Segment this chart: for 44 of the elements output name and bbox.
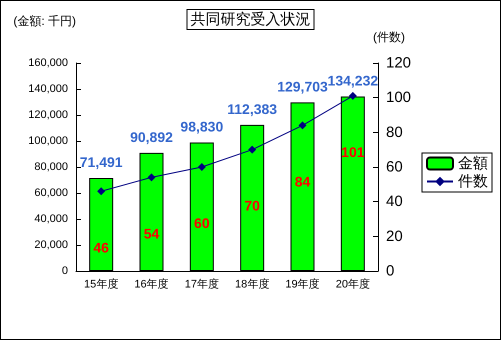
data-label: 54 <box>144 225 160 242</box>
point <box>248 146 256 154</box>
point <box>148 173 156 182</box>
x-tick-label: 15年度 <box>84 278 118 290</box>
legend-label: 件数 <box>458 173 488 190</box>
legend-label: 金額 <box>458 155 488 172</box>
x-tick-label: 16年度 <box>134 278 169 290</box>
x-tick-label: 19年度 <box>285 278 320 290</box>
point <box>198 163 206 171</box>
point <box>298 121 306 130</box>
y-tick-label: 120,000 <box>28 109 68 121</box>
data-label: 112,383 <box>227 100 278 117</box>
y-tick-label: 0 <box>62 265 68 277</box>
y-tick-label: 60,000 <box>34 187 68 199</box>
y-tick-label: 40,000 <box>34 213 68 225</box>
x-tick-label: 20年度 <box>336 278 370 290</box>
y-tick-label: 160,000 <box>28 57 68 69</box>
y2-tick-label: 120 <box>386 54 412 72</box>
x-tick-label: 18年度 <box>235 278 270 290</box>
data-label: 71,491 <box>80 154 123 170</box>
point <box>348 92 357 100</box>
data-label: 70 <box>244 198 260 214</box>
y-tick-label: 140,000 <box>28 83 68 95</box>
data-label: 134,232 <box>328 72 378 88</box>
x-tick-label: 17年度 <box>184 278 219 290</box>
y-tick-label: 20,000 <box>34 239 68 251</box>
y-tick-label: 100,000 <box>28 135 68 147</box>
y2-tick-label: 0 <box>386 262 394 280</box>
data-label: 98,830 <box>180 118 224 135</box>
y2-tick-label: 60 <box>386 158 403 176</box>
y-tick-label: 80,000 <box>34 161 68 173</box>
chart-title: 共同研究受入状況 <box>190 11 310 28</box>
y2-tick-label: 40 <box>386 193 403 210</box>
y2-tick-label: 20 <box>386 228 403 245</box>
data-label: 46 <box>93 239 110 256</box>
data-label: 84 <box>294 173 310 190</box>
y-axis-title: (金額: 千円) <box>13 14 76 28</box>
data-label: 60 <box>194 215 210 231</box>
y2-tick-label: 100 <box>386 89 412 106</box>
data-label: 129,703 <box>277 78 328 94</box>
y2-axis-title: (件数) <box>373 30 405 44</box>
data-label: 90,892 <box>130 128 174 145</box>
y2-tick-label: 80 <box>386 124 403 141</box>
point <box>97 187 106 196</box>
